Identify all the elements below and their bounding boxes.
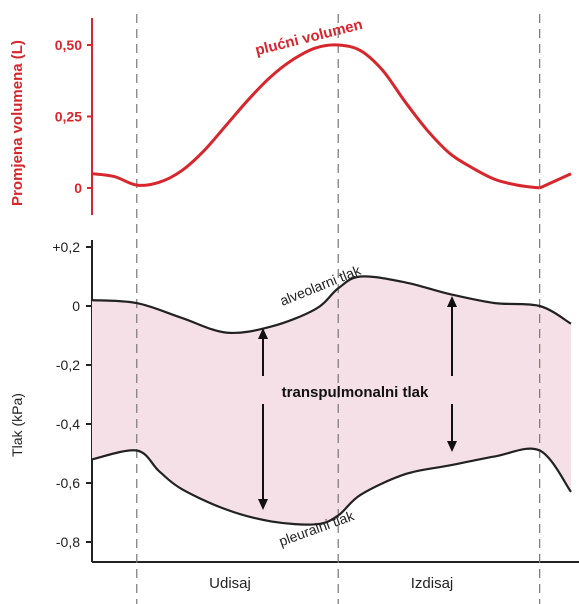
pressure-tick-label: -0,2 (56, 357, 80, 373)
transpulmonary-pressure-label: transpulmonalni tlak (282, 384, 429, 401)
arrow-head-down (447, 441, 457, 452)
pressure-tick-label: +0,2 (52, 239, 80, 255)
phase-label-inspiration: Udisaj (209, 575, 251, 592)
volume-tick-label: 0 (74, 180, 82, 196)
alveolar-pressure-line (91, 275, 572, 335)
volume-axis: 0,50 0,25 0 (55, 18, 93, 215)
pressure-tick-label: -0,4 (56, 416, 80, 432)
lung-volume-line-tail (539, 172, 572, 190)
phase-label-expiration: Izdisaj (411, 575, 454, 592)
lung-volume-label: plućni volumen (253, 16, 364, 59)
pleural-pressure-line (91, 447, 572, 526)
phase-guides (136, 14, 541, 604)
volume-tick-label: 0,25 (55, 109, 82, 125)
series-lines (91, 43, 572, 526)
volume-tick-label: 0,50 (55, 37, 82, 53)
pressure-axis-label: Tlak (kPa) (9, 393, 25, 457)
arrow-head-down (258, 499, 268, 510)
pressure-tick-label: -0,8 (56, 534, 80, 550)
lung-volume-line (91, 43, 540, 190)
arrow-head-up (258, 328, 268, 339)
arrow-head-up (447, 296, 457, 307)
volume-axis-label: Promjena volumena (L) (9, 40, 26, 206)
pressure-tick-label: 0 (72, 298, 80, 314)
annotations (258, 296, 457, 510)
pressure-tick-label: -0,6 (56, 475, 80, 491)
